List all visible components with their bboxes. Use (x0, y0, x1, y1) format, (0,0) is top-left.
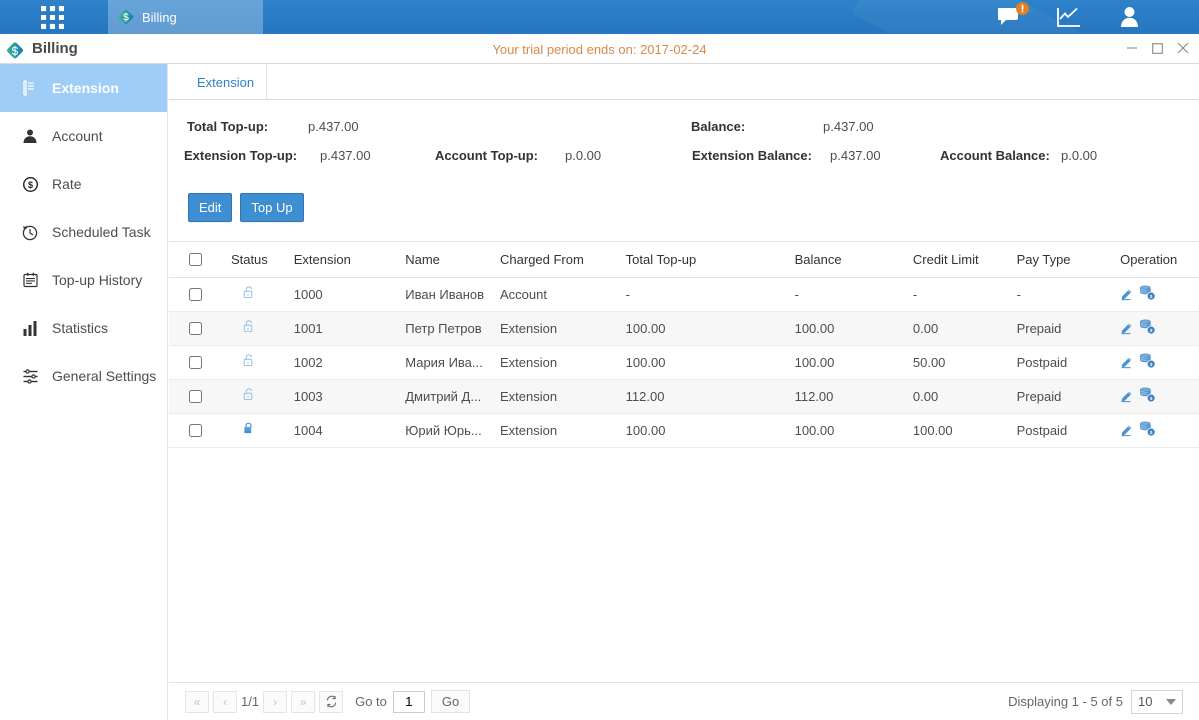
svg-text:$: $ (1150, 294, 1153, 300)
svg-text:$: $ (1150, 328, 1153, 334)
svg-text:$: $ (1150, 396, 1153, 402)
svg-text:$: $ (1150, 362, 1153, 368)
svg-text:$: $ (1150, 430, 1153, 436)
svg-text:$: $ (27, 180, 32, 190)
